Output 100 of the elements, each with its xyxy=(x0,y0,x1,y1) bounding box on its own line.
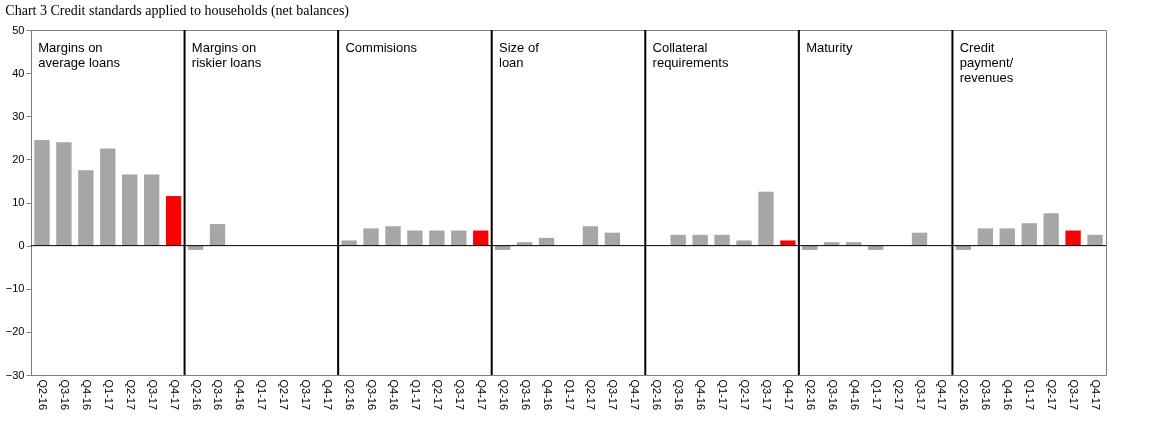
x-tick-label: Q1-17 xyxy=(256,379,269,411)
y-tick-label: 0 xyxy=(18,239,25,252)
bar xyxy=(495,245,511,250)
x-tick-label: Q3-16 xyxy=(980,379,993,411)
bar xyxy=(34,139,50,246)
bar xyxy=(78,170,94,246)
x-tick-label: Q3-17 xyxy=(453,379,466,411)
x-tick-label: Q4-16 xyxy=(1002,379,1015,411)
x-tick-label: Q1-17 xyxy=(870,379,883,411)
bar xyxy=(1043,213,1059,246)
y-tick-label: −10 xyxy=(5,282,25,295)
annotation: Margins on riskier loans xyxy=(191,40,262,70)
x-tick-label: Q1-17 xyxy=(1024,379,1037,411)
x-tick-label: Q4-17 xyxy=(782,379,795,411)
x-tick-label: Q4-16 xyxy=(541,379,554,411)
x-tick-label: Q4-17 xyxy=(1090,379,1103,411)
x-tick-label: Q3-17 xyxy=(607,379,620,411)
bar xyxy=(407,230,423,246)
bar xyxy=(911,232,928,246)
annotation: Size of loan xyxy=(499,40,540,70)
bar xyxy=(867,245,884,250)
y-tick-label: −30 xyxy=(5,368,25,381)
y-tick-label: 40 xyxy=(12,66,25,79)
bar xyxy=(692,234,708,246)
bar xyxy=(977,228,994,246)
x-tick-label: Q3-16 xyxy=(366,379,379,411)
bar xyxy=(714,234,730,246)
bar xyxy=(100,148,116,246)
x-tick-label: Q2-17 xyxy=(1046,379,1059,411)
x-tick-label: Q2-17 xyxy=(739,379,752,411)
y-tick-label: 20 xyxy=(12,152,25,165)
bar xyxy=(736,240,752,246)
bar xyxy=(1021,223,1037,246)
x-tick-label: Q2-16 xyxy=(36,379,49,411)
x-tick-label: Q1-17 xyxy=(102,379,115,411)
chart-title: Chart 3 Credit standards applied to households (net balances) xyxy=(5,3,350,19)
bar xyxy=(363,228,379,246)
x-tick-label: Q2-16 xyxy=(344,379,357,411)
x-tick-label: Q4-17 xyxy=(629,379,642,411)
bar xyxy=(670,234,686,246)
x-tick-label: Q4-16 xyxy=(234,379,247,411)
x-tick-label: Q1-17 xyxy=(563,379,576,411)
bar xyxy=(1087,234,1103,246)
x-tick-label: Q4-16 xyxy=(695,379,708,411)
x-tick-label: Q3-16 xyxy=(58,379,71,411)
bar xyxy=(582,226,599,246)
x-tick-label: Q1-17 xyxy=(409,379,422,411)
bar xyxy=(209,224,226,246)
bar xyxy=(56,142,72,246)
x-tick-label: Q2-16 xyxy=(958,379,971,411)
bar xyxy=(1065,230,1081,246)
x-tick-label: Q2-17 xyxy=(585,379,598,411)
y-tick-label: 50 xyxy=(12,23,25,36)
annotation: Credit payment/ revenues xyxy=(959,40,1014,85)
bar xyxy=(385,226,401,246)
x-tick-label: Q3-16 xyxy=(826,379,839,411)
x-tick-label: Q4-17 xyxy=(475,379,488,411)
x-tick-label: Q2-17 xyxy=(278,379,291,411)
bar xyxy=(122,174,138,246)
x-tick-label: Q3-17 xyxy=(300,379,313,411)
x-tick-label: Q4-17 xyxy=(322,379,335,411)
bar xyxy=(758,191,774,246)
y-tick-label: 30 xyxy=(12,109,25,122)
x-tick-label: Q3-17 xyxy=(1068,379,1081,411)
x-tick-label: Q2-16 xyxy=(497,379,510,411)
bar xyxy=(604,232,621,246)
bar xyxy=(165,196,182,246)
x-tick-label: Q3-16 xyxy=(519,379,532,411)
x-tick-label: Q3-16 xyxy=(212,379,225,411)
annotation: Collateral requirements xyxy=(652,40,729,70)
x-tick-label: Q3-17 xyxy=(760,379,773,411)
bar xyxy=(780,240,796,246)
x-tick-label: Q3-17 xyxy=(914,379,927,411)
x-tick-label: Q2-16 xyxy=(190,379,203,411)
x-tick-label: Q2-16 xyxy=(804,379,817,411)
x-tick-label: Q4-17 xyxy=(936,379,949,411)
bar xyxy=(955,245,972,250)
x-tick-label: Q2-16 xyxy=(651,379,664,411)
x-tick-label: Q4-16 xyxy=(848,379,861,411)
annotation: Maturity xyxy=(806,40,853,55)
bar xyxy=(802,245,818,250)
x-tick-label: Q4-16 xyxy=(80,379,93,411)
x-tick-label: Q2-17 xyxy=(431,379,444,411)
x-tick-label: Q2-17 xyxy=(124,379,137,411)
bar xyxy=(187,245,204,250)
bar xyxy=(999,228,1015,246)
bar xyxy=(143,174,160,246)
annotation: Margins on average loans xyxy=(38,40,121,70)
x-tick-label: Q2-17 xyxy=(892,379,905,411)
bar xyxy=(473,230,489,246)
bar xyxy=(451,230,467,246)
x-tick-label: Q4-17 xyxy=(168,379,181,411)
bar xyxy=(429,230,445,246)
x-tick-label: Q3-16 xyxy=(673,379,686,411)
annotation: Commisions xyxy=(345,40,418,55)
x-tick-label: Q3-17 xyxy=(146,379,159,411)
x-tick-label: Q1-17 xyxy=(717,379,730,411)
y-tick-label: 10 xyxy=(12,196,25,208)
x-tick-label: Q4-16 xyxy=(387,379,400,411)
bar xyxy=(341,240,357,246)
